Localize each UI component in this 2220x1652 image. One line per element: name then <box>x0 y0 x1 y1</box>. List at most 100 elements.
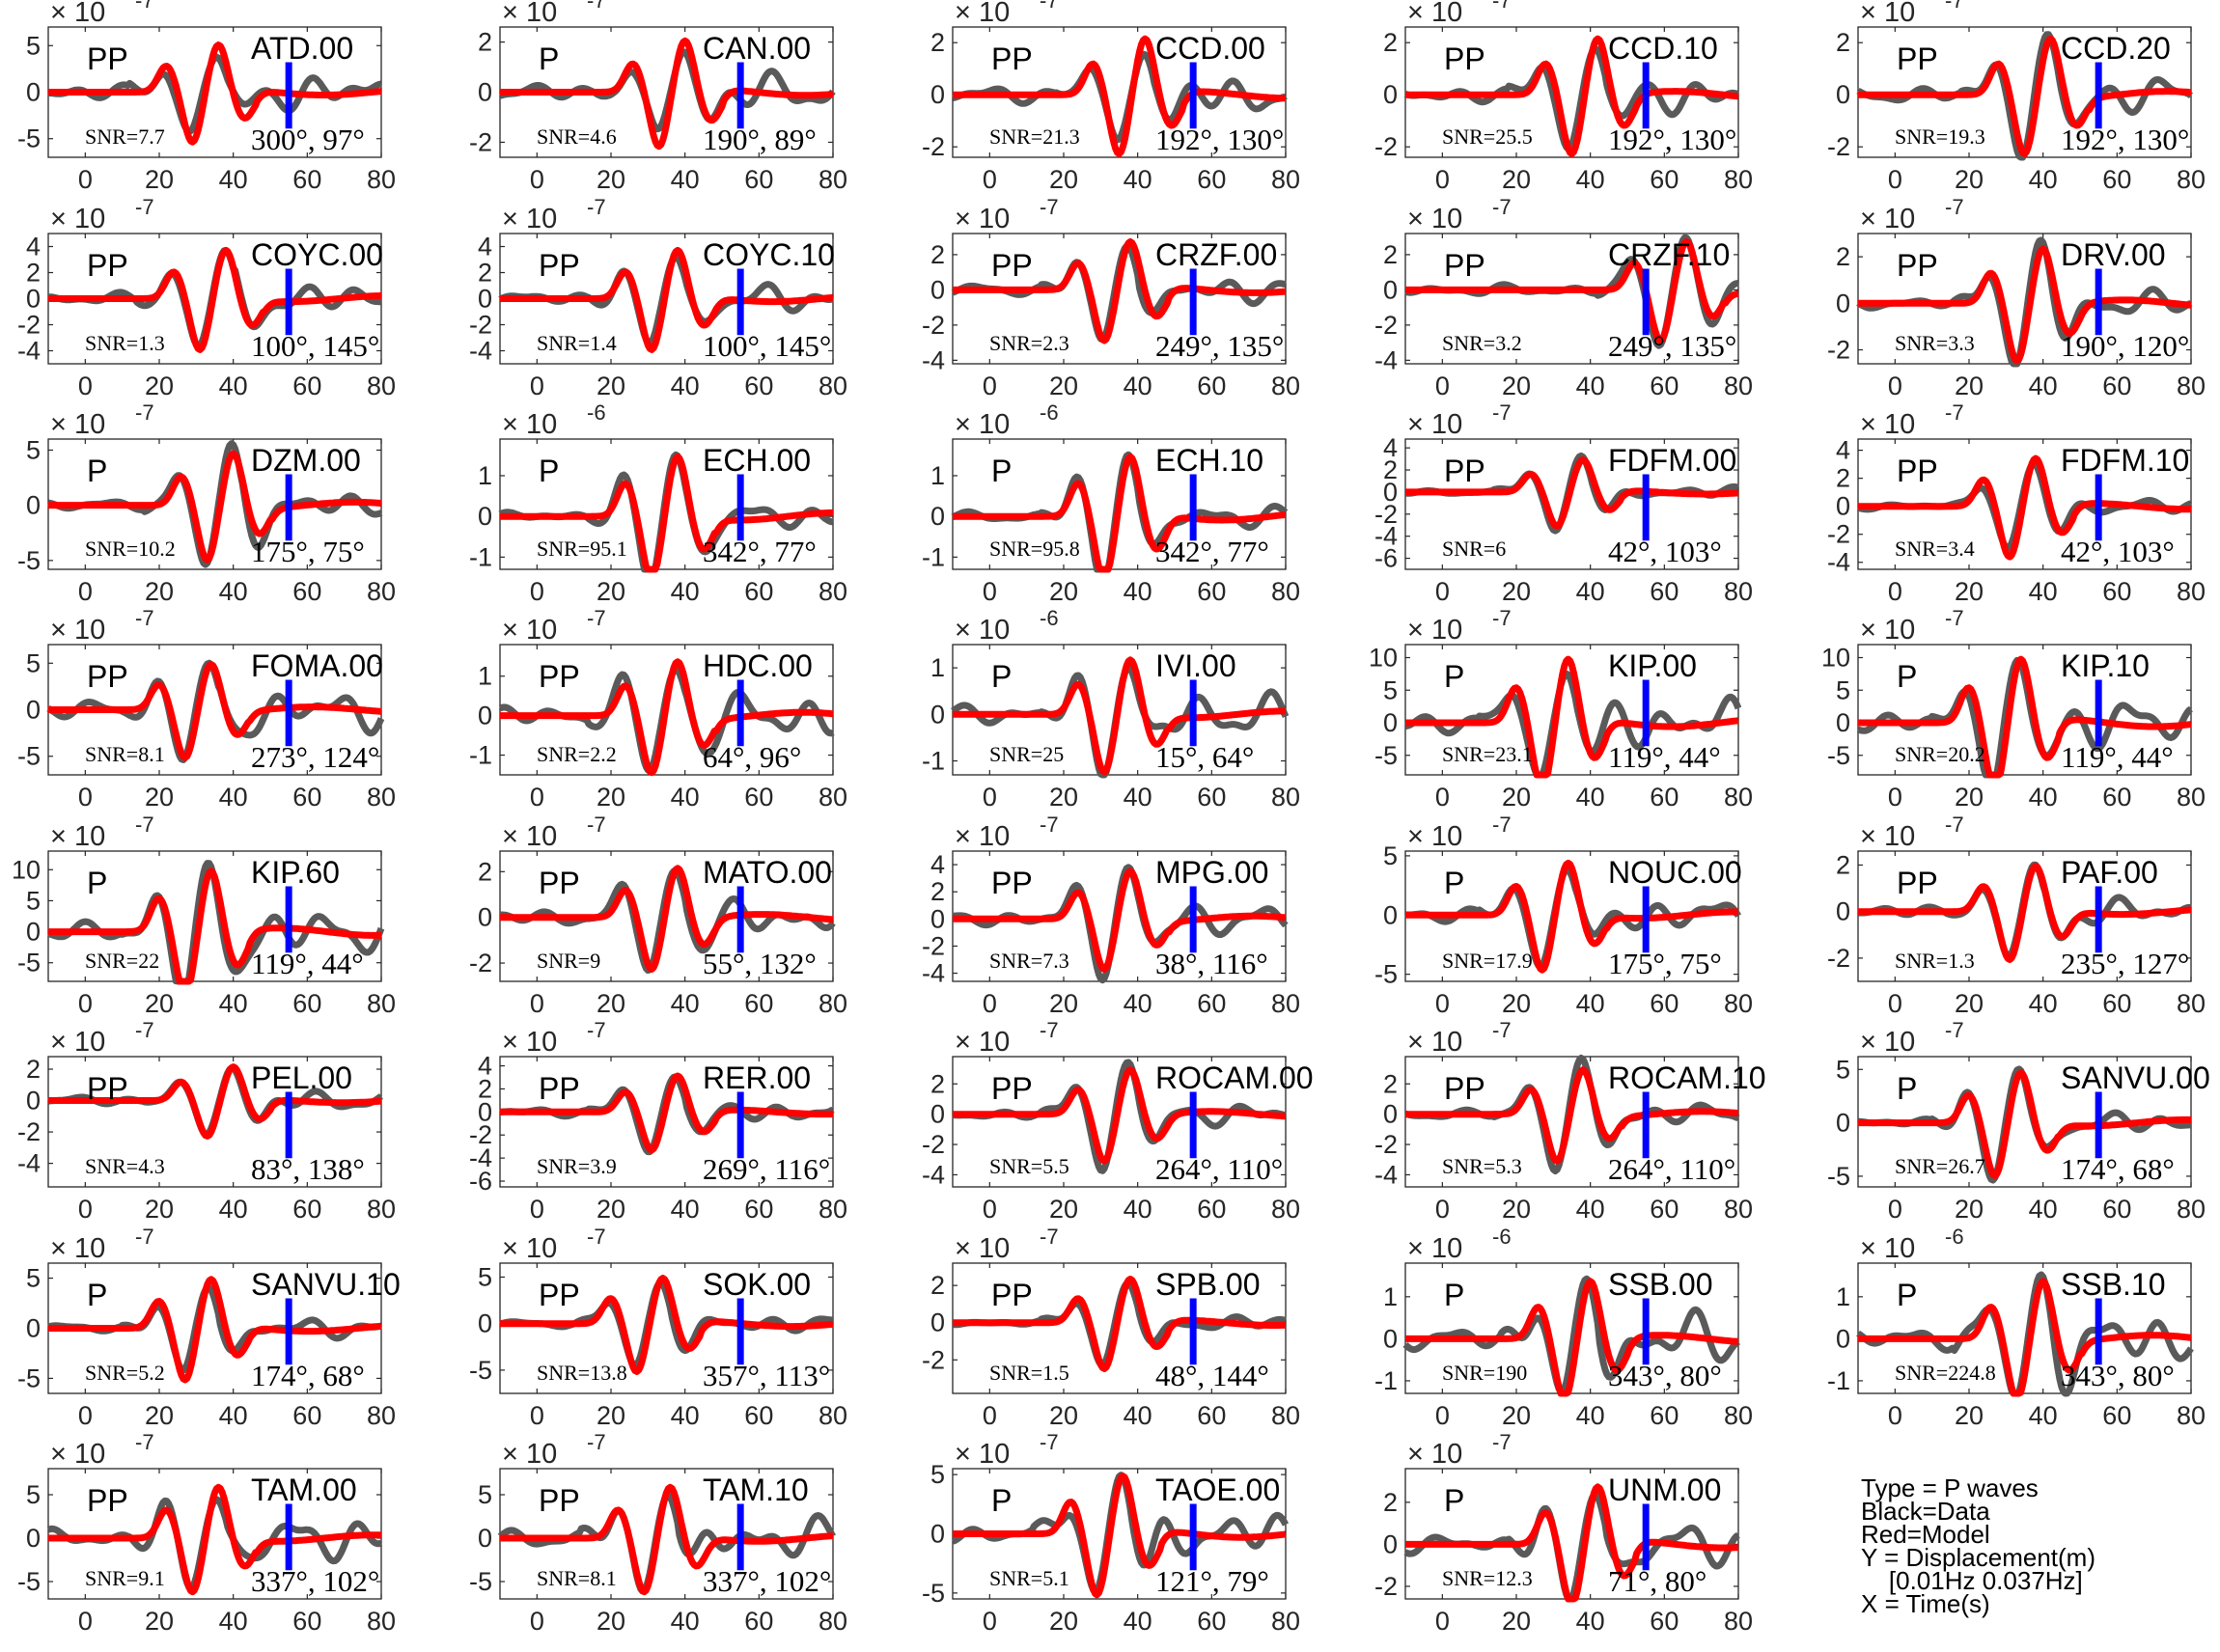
x-tick-label: 20 <box>1502 165 1531 194</box>
x-tick-label: 80 <box>819 577 847 606</box>
snr-label: SNR=10.2 <box>85 537 176 561</box>
y-tick-label: 2 <box>1383 455 1398 484</box>
snr-label: SNR=2.2 <box>537 742 617 766</box>
y-tick-label: -2 <box>922 1130 945 1159</box>
panel-dzm-00: 0 20 40 60 80 5 0 -5 × 10 -7 P DZM.00 SNR=10.2 175°, … <box>17 400 396 606</box>
axes-box <box>499 1262 834 1394</box>
y-tick-label: -2 <box>1374 500 1398 529</box>
x-tick-label: 40 <box>2029 1401 2058 1430</box>
phase-label: PP <box>539 866 580 900</box>
phase-label: P <box>539 41 559 76</box>
station-label: DRV.00 <box>2061 237 2166 272</box>
y-exponent-label: × 10 <box>1407 409 1462 440</box>
snr-label: SNR=17.9 <box>1442 949 1533 973</box>
x-tick-label: 60 <box>744 577 773 606</box>
x-tick-label: 40 <box>671 1195 700 1224</box>
legend-x-axis: X = Time(s) <box>1861 1589 1990 1618</box>
x-tick-label: 0 <box>78 1195 93 1224</box>
phase-label: P <box>87 454 107 488</box>
y-exponent-label: × 10 <box>1407 0 1462 28</box>
y-exponent-label: × 10 <box>1860 1233 1915 1264</box>
y-tick-label: 0 <box>930 1308 945 1337</box>
station-label: KIP.60 <box>251 855 340 890</box>
model-trace <box>46 661 383 761</box>
y-tick-label: 1 <box>478 662 492 691</box>
model-trace <box>498 865 835 973</box>
station-label: CCD.00 <box>1155 31 1265 66</box>
station-label: ATD.00 <box>251 31 353 66</box>
station-label: KIP.00 <box>1608 648 1697 683</box>
y-tick-label: -6 <box>1374 544 1398 573</box>
y-tick-label: 5 <box>930 1460 945 1489</box>
snr-label: SNR=5.1 <box>989 1566 1069 1590</box>
y-tick-label: 0 <box>478 285 492 314</box>
x-tick-label: 80 <box>367 1607 396 1636</box>
y-tick-label: -5 <box>17 742 41 771</box>
y-tick-label: 2 <box>930 240 945 269</box>
angle-label: 175°, 75° <box>1608 947 1722 980</box>
y-exponent-power: -7 <box>1040 1018 1059 1042</box>
snr-label: SNR=7.3 <box>989 949 1069 973</box>
x-tick-label: 40 <box>2029 165 2058 194</box>
x-tick-label: 40 <box>2029 577 2058 606</box>
x-tick-label: 20 <box>1955 783 1984 812</box>
x-tick-label: 40 <box>671 783 700 812</box>
x-tick-label: 60 <box>1650 989 1679 1018</box>
snr-label: SNR=26.7 <box>1895 1154 1985 1178</box>
station-label: TAM.10 <box>703 1473 809 1507</box>
panel-kip-00: 0 20 40 60 80 105 0 -5 × 10 -7 P KIP.00 SNR=23.1 119°… <box>1369 606 1753 812</box>
y-tick-label: 2 <box>930 28 945 57</box>
x-tick-label: 80 <box>1724 989 1753 1018</box>
x-tick-label: 0 <box>530 989 544 1018</box>
panel-taoe-00: 0 20 40 60 80 5 0 -5 × 10 -7 P TAOE.00 SNR=5.1 121°, … <box>922 1430 1300 1636</box>
y-exponent-label: × 10 <box>502 821 557 852</box>
x-tick-label: 20 <box>1502 1607 1531 1636</box>
y-tick-label: 0 <box>1836 80 1850 109</box>
angle-label: 343°, 80° <box>2061 1359 2175 1392</box>
model-trace <box>46 1483 383 1596</box>
snr-label: SNR=1.3 <box>85 331 165 355</box>
x-tick-label: 20 <box>597 372 625 400</box>
station-label: PEL.00 <box>251 1060 352 1095</box>
station-label: COYC.00 <box>251 237 383 272</box>
model-trace <box>1856 1278 2193 1397</box>
x-tick-label: 20 <box>1955 577 1984 606</box>
x-tick-label: 40 <box>1124 989 1152 1018</box>
x-tick-label: 40 <box>1124 783 1152 812</box>
snr-label: SNR=1.4 <box>537 331 617 355</box>
x-tick-label: 60 <box>1650 783 1679 812</box>
x-tick-label: 80 <box>367 783 396 812</box>
snr-label: SNR=12.3 <box>1442 1566 1533 1590</box>
y-tick-label: -2 <box>922 132 945 161</box>
x-tick-label: 80 <box>819 1607 847 1636</box>
phase-label: PP <box>1897 41 1938 76</box>
y-exponent-power: -7 <box>135 195 154 219</box>
x-tick-label: 60 <box>744 1607 773 1636</box>
x-tick-label: 20 <box>145 1401 174 1430</box>
model-trace <box>1856 35 2193 157</box>
x-tick-label: 80 <box>819 989 847 1018</box>
x-tick-label: 0 <box>1888 372 1902 400</box>
model-trace <box>498 246 835 353</box>
angle-label: 48°, 144° <box>1155 1359 1269 1392</box>
y-tick-label: -2 <box>469 127 492 156</box>
x-tick-label: 0 <box>983 1401 997 1430</box>
x-tick-label: 20 <box>1955 165 1984 194</box>
x-tick-label: 60 <box>1197 1607 1226 1636</box>
x-tick-label: 20 <box>1049 1195 1078 1224</box>
panel-foma-00: 0 20 40 60 80 5 0 -5 × 10 -7 PP FOMA.00 SNR=8.1 273°,… <box>17 606 396 812</box>
snr-label: SNR=25.5 <box>1442 124 1533 149</box>
y-tick-label: -6 <box>469 1167 492 1196</box>
snr-label: SNR=4.6 <box>537 124 617 149</box>
x-tick-label: 0 <box>983 165 997 194</box>
panel-ech-10: 0 20 40 60 80 1 0 -1 × 10 -6 P ECH.10 SNR=95.8 342°, … <box>922 400 1300 606</box>
angle-label: 192°, 130° <box>2061 123 2189 156</box>
snr-label: SNR=4.3 <box>85 1154 165 1178</box>
x-tick-label: 0 <box>1435 372 1450 400</box>
station-label: PAF.00 <box>2061 855 2158 890</box>
y-tick-label: 5 <box>478 1262 492 1291</box>
x-tick-label: 60 <box>292 372 321 400</box>
x-tick-label: 80 <box>367 372 396 400</box>
phase-label: PP <box>1897 454 1938 488</box>
